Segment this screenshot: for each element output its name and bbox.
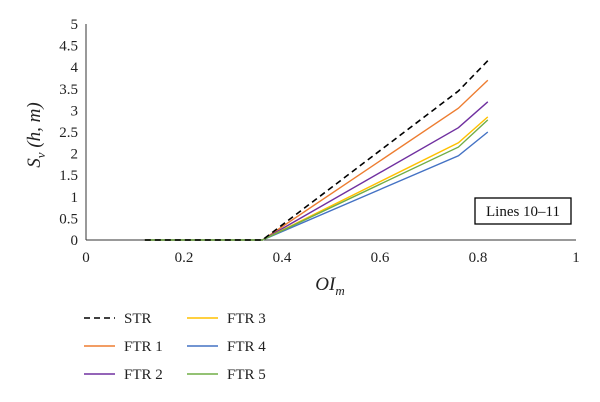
legend-label-ftr-3: FTR 3 [227, 311, 266, 327]
x-tick-label: 0.2 [175, 250, 194, 266]
legend-label-ftr-2: FTR 2 [124, 367, 163, 383]
x-tick-label: 0.8 [469, 250, 488, 266]
x-axis-title-main: OI [315, 274, 337, 295]
y-tick-label: 5 [71, 17, 79, 33]
plot-area: 0 0.5 1 1.5 2 2.5 3 3.5 4 4.5 5 0 0.2 0.4 0.6 0.8 1 [59, 17, 580, 266]
y-tick-label: 3 [71, 103, 79, 119]
y-axis-title-sub: v [33, 152, 48, 158]
x-tick-label: 1 [572, 250, 580, 266]
annotation-frame [474, 197, 572, 225]
y-tick-label: 0 [71, 233, 79, 249]
y-tick-label: 1.5 [59, 168, 78, 184]
legend-label-str: STR [124, 311, 152, 327]
y-tick-label: 3.5 [59, 82, 78, 98]
series-line-str [144, 60, 489, 241]
x-axis-title-sub: m [335, 283, 344, 298]
legend-label-ftr-1: FTR 1 [124, 339, 163, 355]
x-tick-label: 0.4 [273, 250, 292, 266]
x-axis-title: OIm [315, 274, 344, 298]
y-axis-title: Sv (h, m) [24, 102, 48, 167]
y-tick-label: 1 [71, 190, 79, 206]
x-tick-label: 0.6 [371, 250, 390, 266]
x-tick-label: 0 [82, 250, 90, 266]
y-tick-label: 2 [71, 147, 79, 163]
legend-label-ftr-5: FTR 5 [227, 367, 266, 383]
annotation-box: Lines 10–11 [474, 197, 572, 225]
y-tick-label: 4 [71, 60, 79, 76]
legend-label-ftr-4: FTR 4 [227, 339, 266, 355]
series-line-ftr-5 [144, 119, 489, 241]
y-tick-label: 4.5 [59, 39, 78, 55]
y-axis-title-rest: (h, m) [24, 102, 45, 152]
y-axis-title-main: S [24, 158, 45, 168]
series-line-ftr-4 [144, 131, 489, 241]
annotation-text: Lines 10–11 [486, 204, 560, 220]
series-line-ftr-1 [144, 79, 489, 241]
series-line-ftr-3 [144, 116, 489, 241]
y-tick-label: 0.5 [59, 211, 78, 227]
y-tick-label: 2.5 [59, 125, 78, 141]
legend: STR FTR 1 FTR 2 FTR 3 FTR 4 FTR 5 [84, 311, 266, 383]
